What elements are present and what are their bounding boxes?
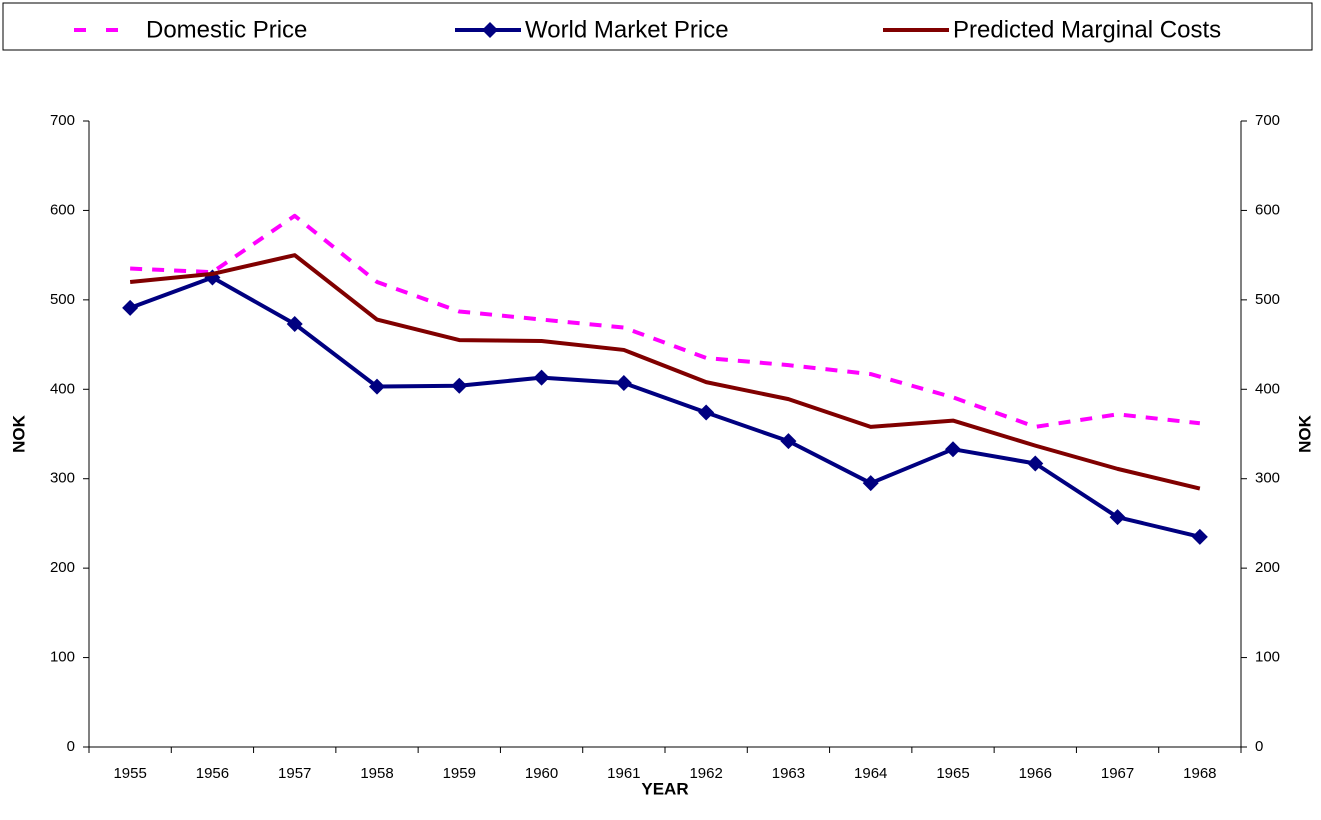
x-axis-label: YEAR (641, 779, 688, 798)
series-marker (1027, 455, 1044, 472)
x-tick-label: 1955 (113, 765, 146, 782)
y2-axis-label: NOK (1295, 414, 1314, 453)
legend-marker (482, 22, 498, 38)
series-marker (1191, 528, 1208, 545)
y-tick-label: 500 (50, 291, 75, 308)
x-tick-label: 1967 (1101, 765, 1134, 782)
series-marker (862, 475, 879, 492)
series-marker (286, 316, 303, 333)
y2-tick-label: 0 (1255, 738, 1263, 755)
x-tick-label: 1960 (525, 765, 558, 782)
y-tick-label: 300 (50, 470, 75, 487)
series-marker (615, 375, 632, 392)
legend-label: Predicted Marginal Costs (953, 16, 1221, 43)
series-line (129, 253, 1201, 491)
x-tick-label: 1968 (1183, 765, 1216, 782)
y-tick-label: 100 (50, 649, 75, 666)
y2-tick-label: 100 (1255, 649, 1280, 666)
series-marker (780, 433, 797, 450)
y-tick-label: 700 (50, 112, 75, 129)
x-tick-label: 1959 (443, 765, 476, 782)
y2-tick-label: 400 (1255, 380, 1280, 397)
legend-label: Domestic Price (146, 16, 307, 43)
legend-label: World Market Price (525, 16, 729, 43)
y-axis-label: NOK (9, 414, 28, 453)
y2-tick-label: 300 (1255, 470, 1280, 487)
x-tick-label: 1961 (607, 765, 640, 782)
y2-tick-label: 200 (1255, 559, 1280, 576)
x-tick-label: 1956 (196, 765, 229, 782)
legend-box (2, 2, 1313, 51)
series-marker (945, 441, 961, 458)
series-line (130, 213, 1201, 429)
x-tick-label: 1965 (936, 765, 969, 782)
series-marker (698, 404, 715, 421)
series-marker (369, 378, 385, 395)
x-tick-label: 1964 (854, 765, 887, 782)
x-tick-label: 1966 (1019, 765, 1052, 782)
y-tick-label: 0 (67, 738, 75, 755)
series-marker (122, 299, 139, 316)
y2-tick-label: 700 (1255, 112, 1280, 129)
y2-tick-label: 500 (1255, 291, 1280, 308)
y-tick-label: 600 (50, 201, 75, 218)
y2-tick-label: 600 (1255, 201, 1280, 218)
y-tick-label: 400 (50, 380, 75, 397)
y-tick-label: 200 (50, 559, 75, 576)
x-tick-label: 1963 (772, 765, 805, 782)
series-marker (451, 377, 468, 394)
x-tick-label: 1962 (689, 765, 722, 782)
x-tick-label: 1957 (278, 765, 311, 782)
series-line (129, 275, 1201, 539)
series-marker (1109, 509, 1126, 526)
x-tick-label: 1958 (360, 765, 393, 782)
series-marker (533, 369, 550, 386)
